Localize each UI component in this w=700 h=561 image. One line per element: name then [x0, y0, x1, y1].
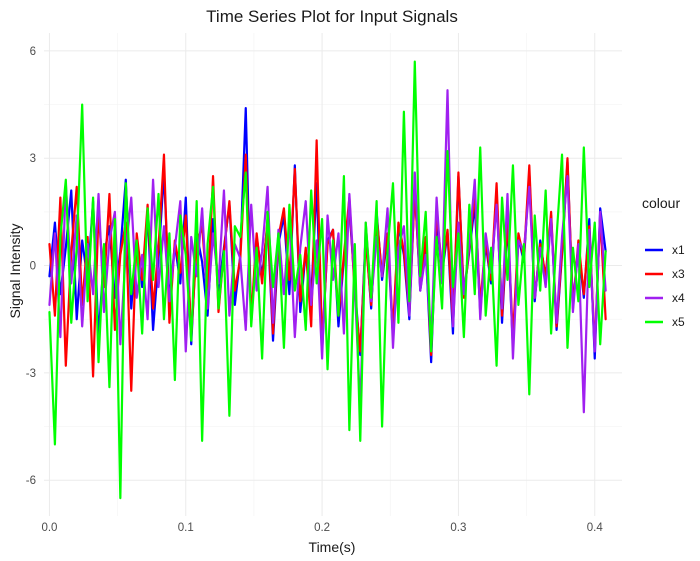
x-tick-label: 0.4 — [587, 522, 604, 534]
y-tick-label: -6 — [26, 475, 36, 487]
x-tick-label: 0.0 — [41, 522, 57, 534]
y-axis-title: Signal Intensity — [7, 224, 23, 319]
legend-label-x3: x3 — [672, 267, 685, 281]
legend-label-x1: x1 — [672, 243, 685, 257]
legend-label-x4: x4 — [672, 291, 685, 305]
legend-label-x5: x5 — [672, 315, 685, 329]
legend: colour x1 x3 x4 x5 — [642, 195, 685, 329]
grid — [44, 33, 622, 516]
y-tick-label: 3 — [30, 153, 36, 165]
chart-title: Time Series Plot for Input Signals — [206, 7, 458, 26]
x-axis-ticks: 0.0 0.1 0.2 0.3 0.4 — [41, 522, 603, 534]
series-line-x5 — [48, 60, 607, 500]
y-tick-label: 0 — [30, 261, 36, 273]
y-axis-ticks: -6 -3 0 3 6 — [26, 46, 36, 487]
y-tick-label: -3 — [26, 368, 36, 380]
y-tick-label: 6 — [30, 46, 36, 58]
x-axis-title: Time(s) — [309, 539, 356, 555]
x-tick-label: 0.3 — [450, 522, 466, 534]
legend-title: colour — [642, 195, 680, 211]
x-tick-label: 0.1 — [178, 522, 194, 534]
x-tick-label: 0.2 — [314, 522, 330, 534]
series-line-x4 — [48, 89, 607, 414]
series-lines — [48, 60, 607, 500]
